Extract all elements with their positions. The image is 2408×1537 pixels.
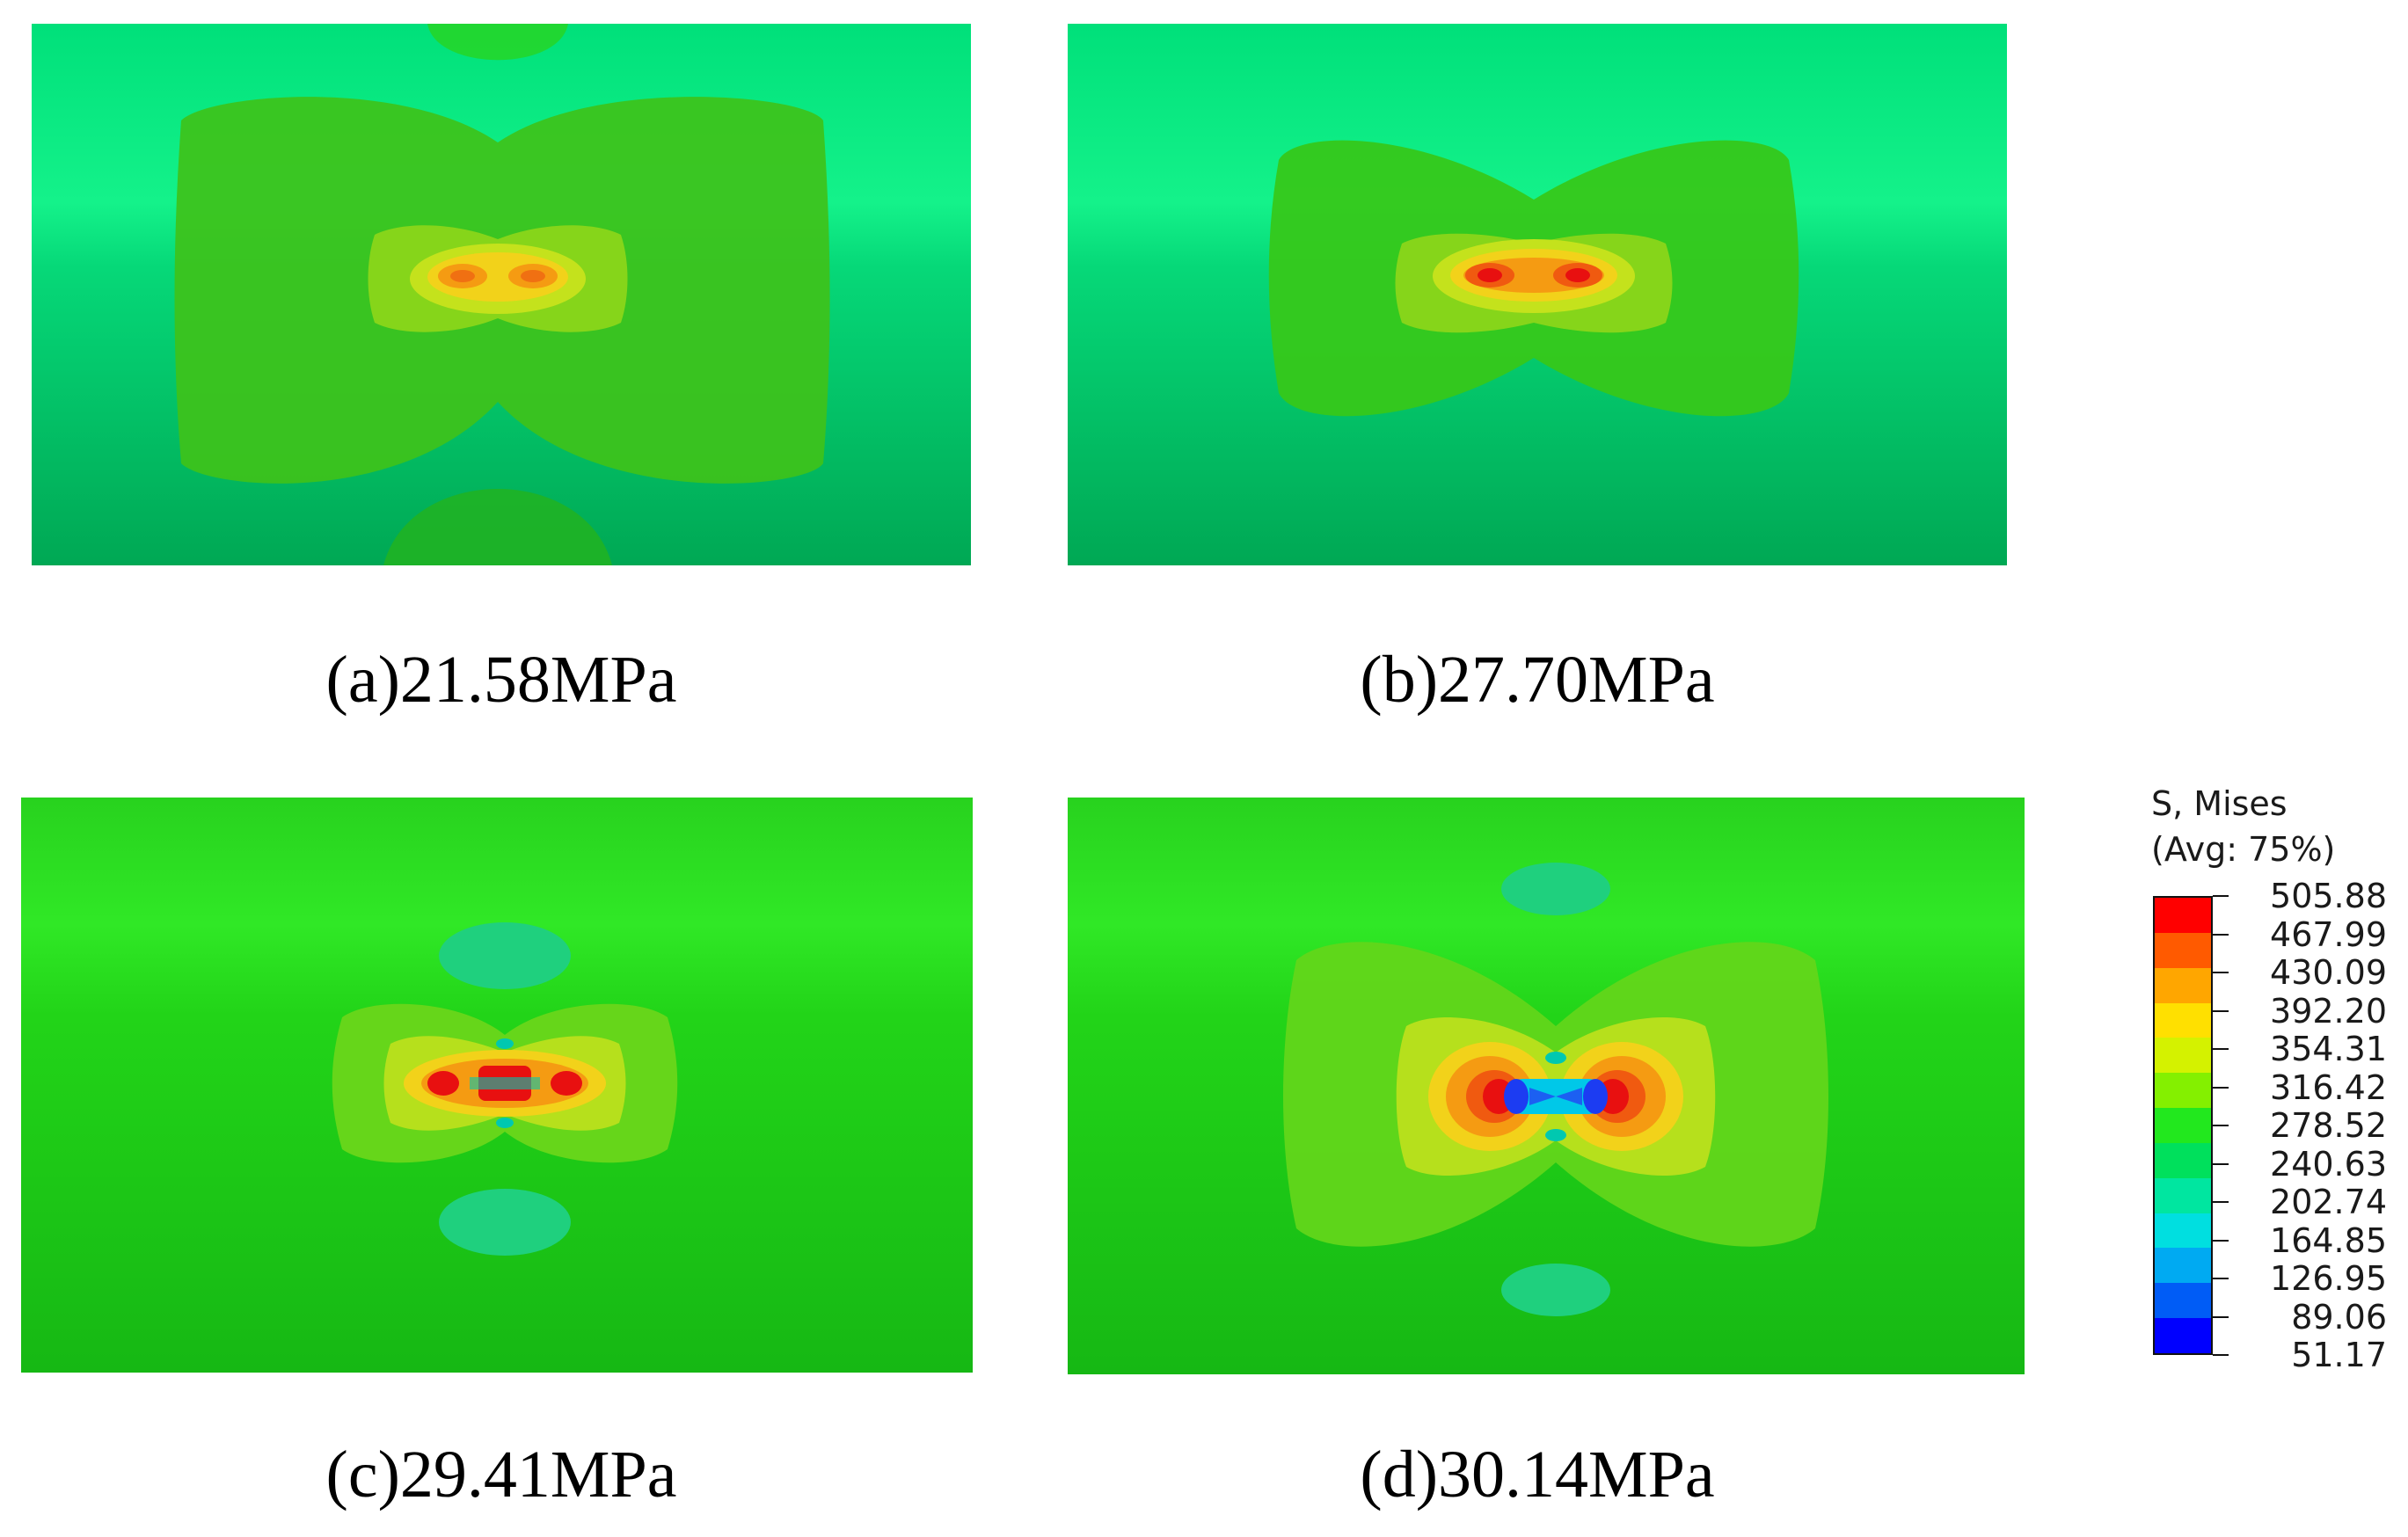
- legend-level-label: 316.42: [2270, 1067, 2387, 1107]
- legend-level-label: 202.74: [2270, 1183, 2387, 1221]
- legend-swatch: [2155, 1248, 2211, 1284]
- legend-level-label: 392.20: [2270, 991, 2387, 1031]
- legend-swatch: [2155, 1038, 2211, 1074]
- legend-tick: [2213, 895, 2229, 897]
- legend-tick: [2213, 1278, 2229, 1279]
- legend-swatch: [2155, 1142, 2211, 1178]
- legend-tick: [2213, 933, 2229, 936]
- legend-level-label: 164.85: [2270, 1220, 2387, 1260]
- legend-swatch: [2155, 898, 2211, 933]
- contour-panel-b: [1068, 24, 2007, 565]
- legend-level-label: 240.63: [2270, 1144, 2387, 1184]
- legend-tick: [2213, 1086, 2229, 1089]
- legend-tick: [2213, 1162, 2229, 1165]
- caption-a: (a)21.58MPa: [325, 643, 677, 717]
- legend-tick: [2213, 1009, 2229, 1012]
- legend-tick: [2213, 1354, 2229, 1356]
- legend-swatch: [2155, 1108, 2211, 1144]
- contour-panel-d: [1068, 798, 2025, 1374]
- legend-tick: [2213, 1315, 2229, 1318]
- legend-level-label: 467.99: [2270, 914, 2387, 954]
- legend-tick: [2213, 1048, 2229, 1050]
- contour-panel-c: [21, 798, 973, 1373]
- legend-swatch: [2155, 1002, 2211, 1038]
- legend-swatch: [2155, 1213, 2211, 1249]
- legend-title-line1: S, Mises: [2151, 784, 2288, 823]
- legend-swatch: [2155, 932, 2211, 968]
- legend-swatch: [2155, 1283, 2211, 1319]
- legend-colorbar: [2153, 896, 2213, 1355]
- contour-panel-a: [32, 24, 971, 565]
- legend-tick: [2213, 1125, 2229, 1126]
- legend-level-label: 505.88: [2270, 877, 2387, 915]
- legend-tick: [2213, 972, 2229, 973]
- legend-swatch: [2155, 1073, 2211, 1109]
- caption-d: (d)30.14MPa: [1360, 1438, 1715, 1512]
- legend-title-line2: (Avg: 75%): [2151, 830, 2336, 869]
- legend-swatch: [2155, 967, 2211, 1003]
- legend-tick: [2213, 1239, 2229, 1242]
- legend-swatch: [2155, 1177, 2211, 1213]
- legend-level-label: 354.31: [2270, 1030, 2387, 1068]
- legend-level-label: 278.52: [2270, 1106, 2387, 1145]
- caption-b: (b)27.70MPa: [1360, 643, 1715, 717]
- legend-level-label: 89.06: [2291, 1297, 2387, 1337]
- legend-level-label: 51.17: [2291, 1336, 2387, 1374]
- legend-swatch: [2155, 1318, 2211, 1354]
- legend-level-label: 430.09: [2270, 953, 2387, 992]
- legend-level-label: 126.95: [2270, 1259, 2387, 1298]
- legend-tick: [2213, 1201, 2229, 1203]
- legend-title: S, Mises (Avg: 75%): [2151, 781, 2335, 872]
- caption-c: (c)29.41MPa: [325, 1438, 677, 1512]
